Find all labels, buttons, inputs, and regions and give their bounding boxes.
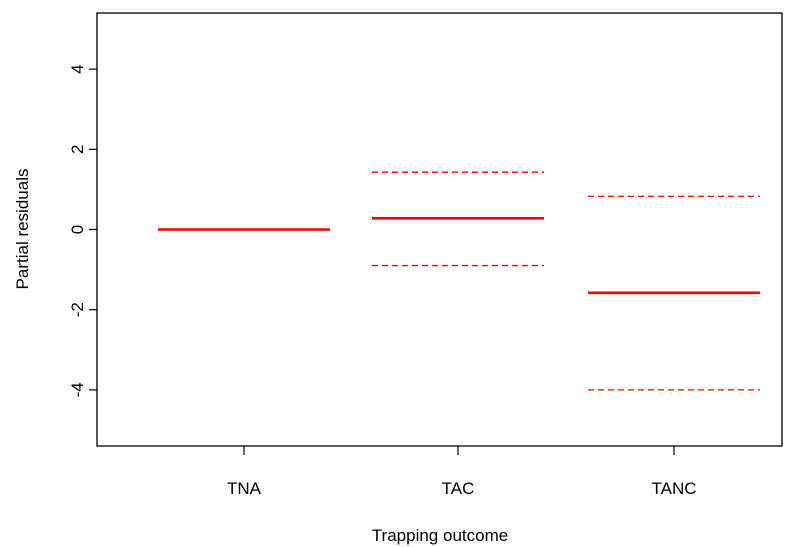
x-tick-label: TANC: [651, 479, 696, 498]
y-tick-label: 0: [68, 225, 87, 234]
y-tick-label: 2: [68, 145, 87, 154]
y-axis: -4 -2 0 2 4: [68, 64, 97, 397]
x-tick-label: TAC: [442, 479, 475, 498]
y-tick-label: -4: [68, 382, 87, 397]
y-axis-title: Partial residuals: [13, 169, 32, 290]
x-tick-label: TNA: [227, 479, 262, 498]
x-axis: TNA TAC TANC: [227, 446, 697, 498]
x-axis-title: Trapping outcome: [372, 526, 508, 545]
y-tick-label: 4: [68, 64, 87, 73]
effect-lines: [158, 171, 760, 391]
y-tick-label: -2: [68, 302, 87, 317]
